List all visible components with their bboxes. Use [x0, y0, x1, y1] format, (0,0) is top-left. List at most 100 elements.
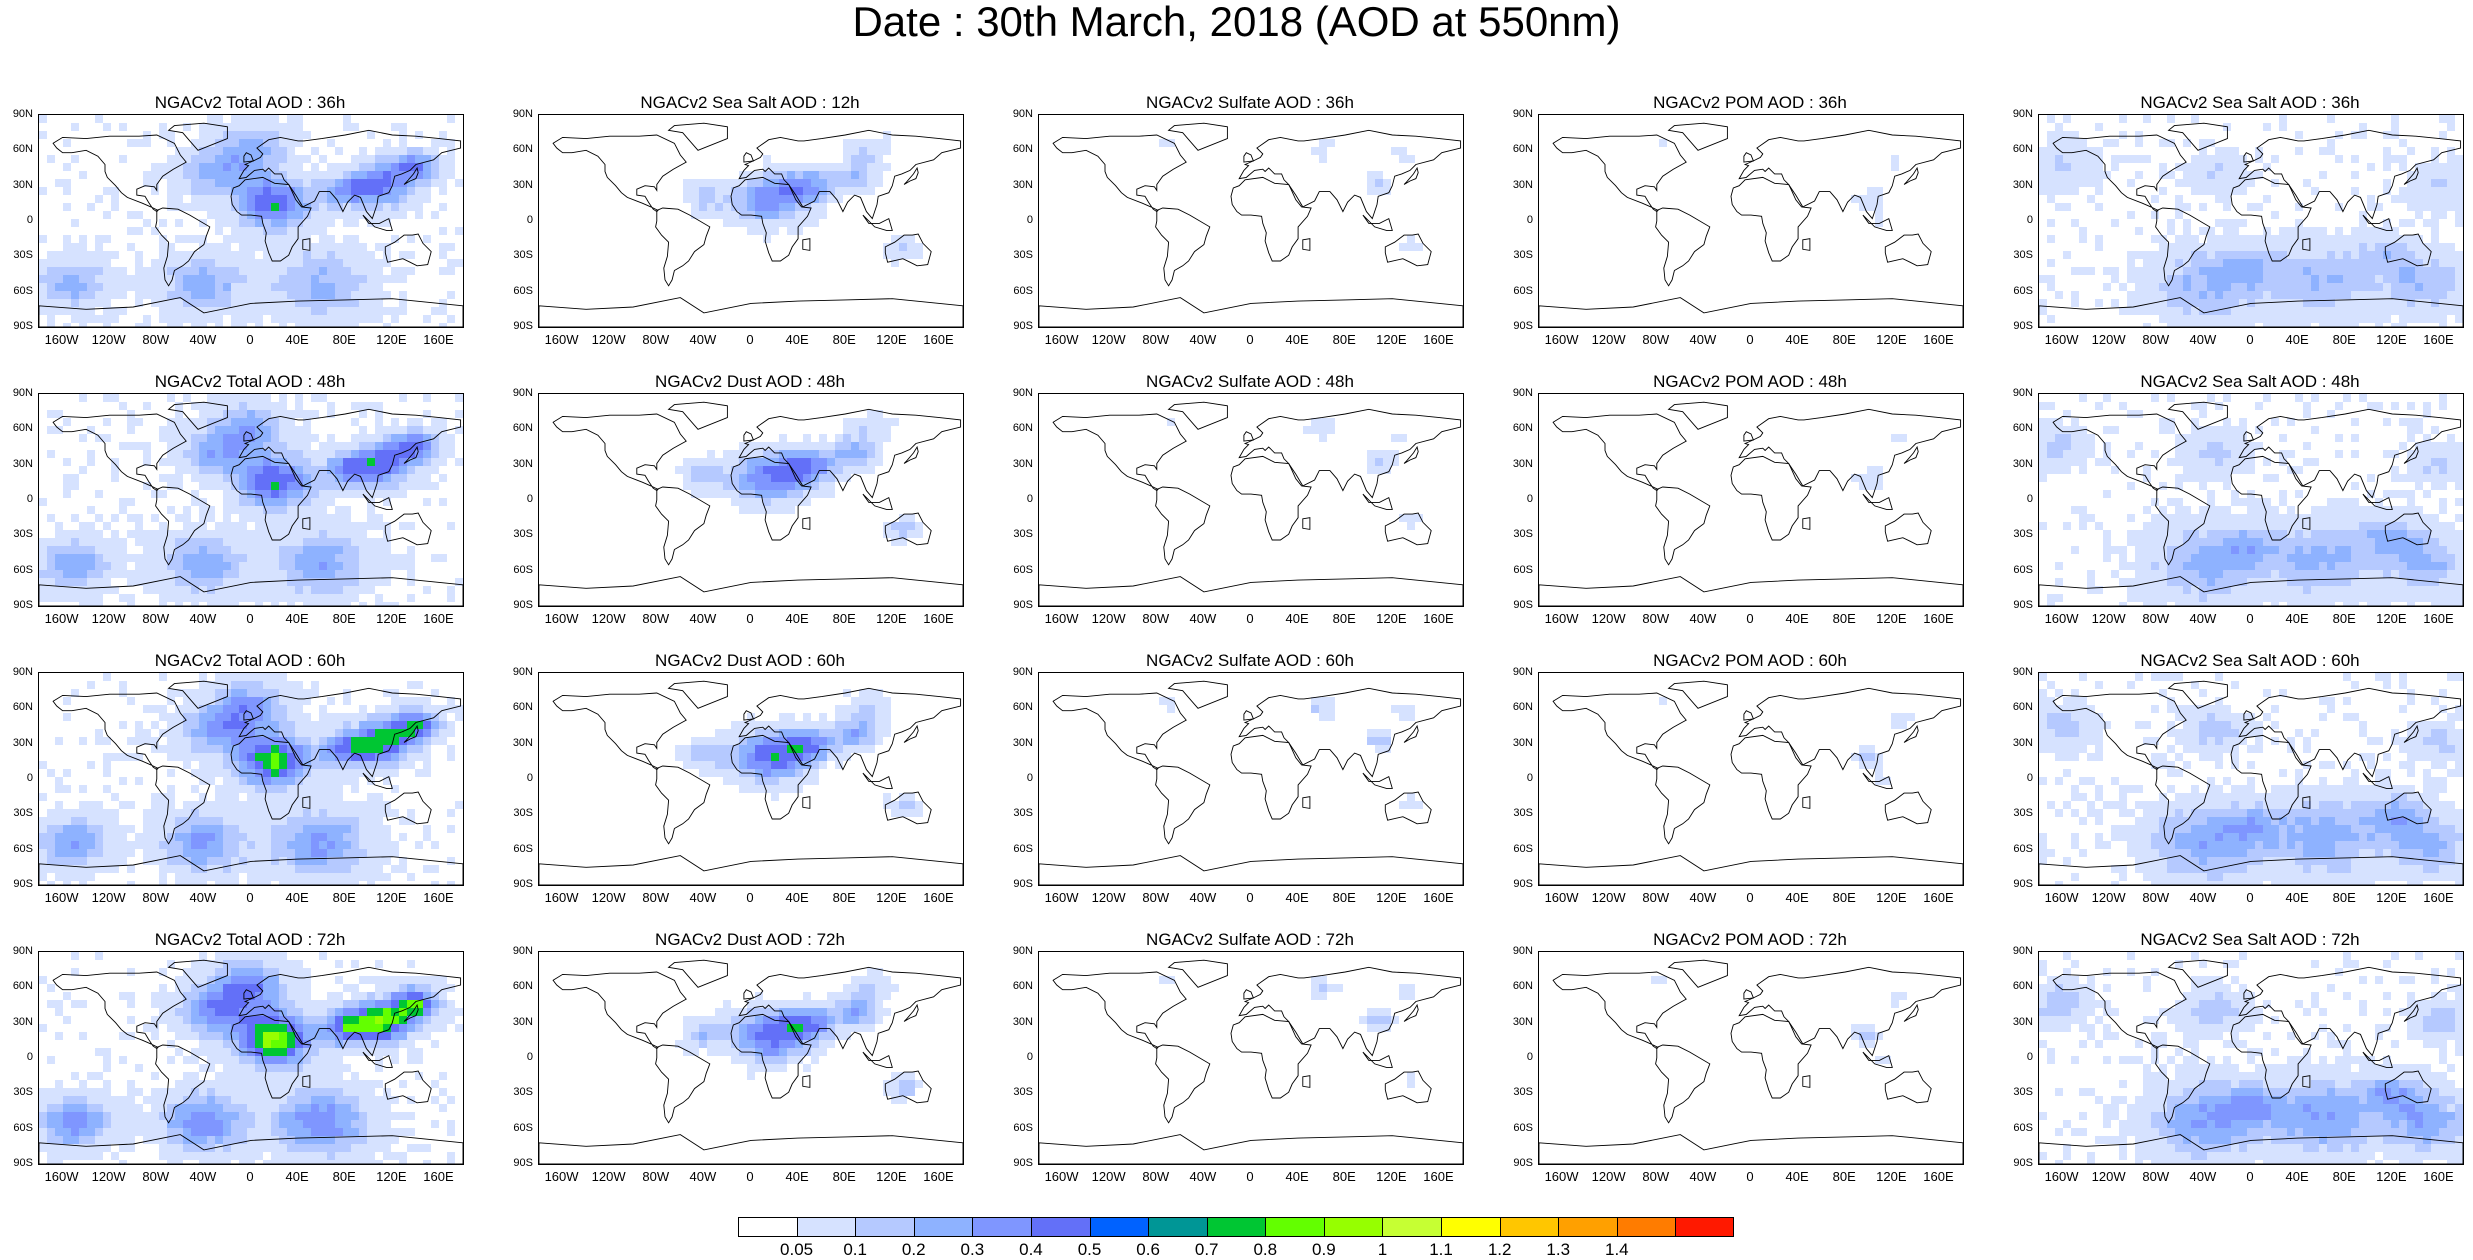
aod-cell: [255, 219, 263, 227]
aod-cell: [143, 562, 151, 570]
lon-tick-label: 160W: [1044, 332, 1079, 347]
aod-cell: [263, 179, 271, 187]
aod-cell: [167, 283, 175, 291]
aod-cell: [691, 187, 699, 195]
aod-cell: [819, 482, 827, 490]
aod-cell: [335, 307, 343, 315]
aod-cell: [175, 323, 183, 327]
lat-tick-label: 30N: [1012, 457, 1033, 470]
aod-cell: [2407, 466, 2415, 474]
aod-cell: [2095, 522, 2103, 530]
lat-tick-label: 30S: [513, 249, 533, 262]
aod-cell: [239, 474, 247, 482]
lon-tick-label: 40W: [189, 332, 217, 347]
aod-cell: [375, 299, 383, 307]
aod-cell: [351, 785, 359, 793]
aod-cell: [2399, 139, 2407, 147]
aod-cell: [2151, 211, 2159, 219]
aod-cell: [2239, 458, 2247, 466]
aod-cell: [2391, 267, 2399, 275]
aod-cell: [39, 131, 47, 139]
aod-cell: [2071, 426, 2079, 434]
aod-cell: [359, 809, 367, 817]
aod-cell: [199, 825, 207, 833]
coastline: [230, 176, 312, 262]
lat-tick-label: 90S: [2013, 320, 2033, 332]
aod-cell: [343, 825, 351, 833]
aod-cell: [287, 817, 295, 825]
aod-cell: [191, 187, 199, 195]
aod-cell: [215, 259, 223, 267]
aod-cell: [2183, 227, 2191, 235]
aod-cell: [199, 235, 207, 243]
aod-cell: [175, 817, 183, 825]
aod-cell: [455, 179, 463, 187]
aod-cell: [359, 570, 367, 578]
aod-cell: [239, 259, 247, 267]
aod-cell: [2271, 418, 2279, 426]
aod-cell: [2159, 578, 2167, 586]
aod-cell: [399, 753, 407, 761]
aod-cell: [2143, 251, 2151, 259]
aod-cell: [319, 841, 327, 849]
aod-cell: [319, 777, 327, 785]
aod-cell: [199, 474, 207, 482]
aod-cell: [407, 578, 415, 586]
aod-cell: [287, 115, 295, 123]
aod-cell: [2271, 554, 2279, 562]
aod-cell: [2359, 267, 2367, 275]
aod-cell: [2383, 187, 2391, 195]
aod-cell: [359, 291, 367, 299]
aod-cell: [287, 251, 295, 259]
aod-cell: [247, 259, 255, 267]
aod-cell: [335, 275, 343, 283]
aod-cell: [199, 251, 207, 259]
aod-cell: [2431, 315, 2439, 323]
aod-cell: [95, 434, 103, 442]
lon-tick-label: 160E: [1423, 611, 1454, 626]
aod-cell: [55, 267, 63, 275]
aod-cell: [2287, 243, 2295, 251]
aod-cell: [375, 761, 383, 769]
aod-cell: [2407, 530, 2415, 538]
aod-cell: [215, 115, 223, 123]
aod-cell: [779, 482, 787, 490]
aod-cell: [2303, 458, 2311, 466]
aod-cell: [247, 482, 255, 490]
aod-cell: [2199, 259, 2207, 267]
aod-cell: [2351, 554, 2359, 562]
coastline: [1403, 445, 1419, 464]
aod-cell: [2383, 522, 2391, 530]
aod-cell: [1851, 474, 1859, 482]
aod-cell: [383, 490, 391, 498]
aod-cell: [2423, 562, 2431, 570]
aod-cell: [335, 809, 343, 817]
aod-cell: [247, 705, 255, 713]
aod-cell: [2295, 546, 2303, 554]
aod-cell: [375, 801, 383, 809]
coastline: [1802, 238, 1811, 251]
aod-cell: [723, 450, 731, 458]
aod-cell: [415, 195, 423, 203]
map-svg: [2039, 115, 2463, 327]
aod-cell: [279, 434, 287, 442]
aod-cell: [87, 578, 95, 586]
aod-cell: [2327, 498, 2335, 506]
aod-cell: [207, 554, 215, 562]
aod-cell: [367, 737, 375, 745]
aod-cell: [359, 713, 367, 721]
aod-cell: [175, 570, 183, 578]
aod-cell: [143, 458, 151, 466]
aod-cell: [383, 570, 391, 578]
aod-cell: [2167, 283, 2175, 291]
aod-cell: [319, 793, 327, 801]
aod-cell: [867, 410, 875, 418]
aod-cell: [303, 522, 311, 530]
aod-cell: [151, 562, 159, 570]
aod-cell: [223, 394, 231, 402]
aod-cell: [2271, 251, 2279, 259]
aod-cell: [271, 155, 279, 163]
aod-cell: [2383, 514, 2391, 522]
lon-tick-label: 120E: [1376, 332, 1407, 347]
aod-cell: [215, 227, 223, 235]
